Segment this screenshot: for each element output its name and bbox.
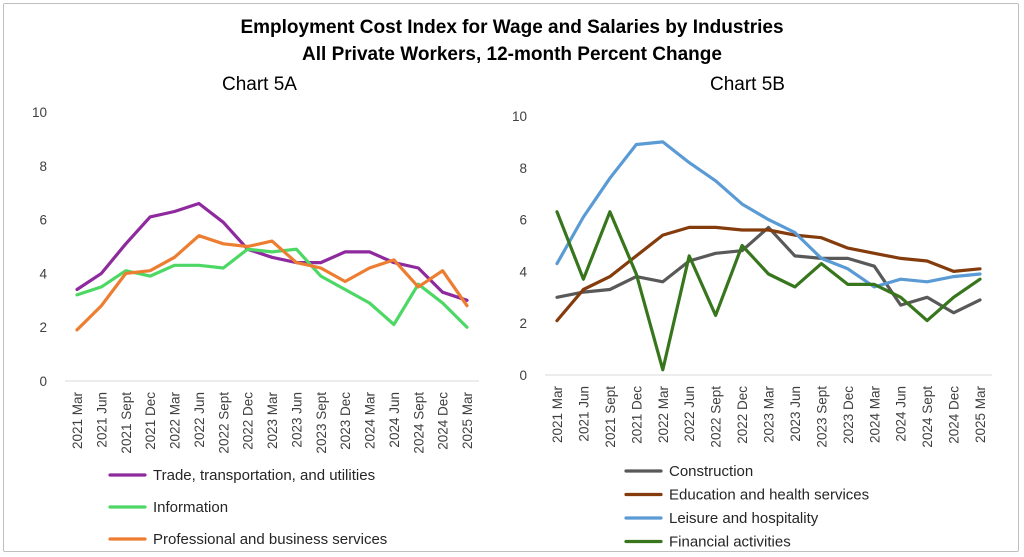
chart-5b-legend-label: Leisure and hospitality	[669, 510, 819, 527]
chart-title: Employment Cost Index for Wage and Salar…	[240, 17, 784, 38]
chart-5a-x-tick-label: 2021 Mar	[70, 392, 85, 450]
chart-5b-y-tick-label: 10	[512, 109, 527, 124]
chart-5a-y-tick-label: 0	[39, 374, 47, 389]
chart-5b-x-tick-label: 2021 Mar	[550, 386, 565, 444]
chart-5a-legend-label: Professional and business services	[153, 531, 387, 548]
chart-5b-x-tick-label: 2021 Jun	[576, 386, 591, 442]
chart-5a-x-tick-label: 2022 Jun	[192, 392, 207, 448]
chart-5b-series-line-3	[555, 140, 982, 289]
chart-5b-x-tick-label: 2021 Dec	[629, 386, 644, 444]
chart-5a-y-tick-label: 6	[39, 213, 47, 228]
chart-5b-y-tick-label: 8	[519, 161, 527, 176]
chart-5b-x-tick-label: 2024 Dec	[947, 386, 962, 444]
chart-5b-y-tick-label: 6	[519, 213, 527, 228]
chart-5b-x-tick-label: 2024 Sept	[920, 386, 935, 448]
chart-5b-x-tick-label: 2023 Jun	[788, 386, 803, 442]
chart-5a-legend-label: Trade, transportation, and utilities	[153, 467, 375, 484]
chart-5b-x-tick-label: 2021 Sept	[603, 386, 618, 448]
chart-5a-x-tick-label: 2023 Dec	[338, 392, 353, 450]
chart-5b-legend-label: Financial activities	[669, 534, 791, 551]
chart-5b-y-tick-label: 4	[519, 264, 527, 279]
chart-5b-series-line-2	[555, 225, 982, 323]
chart-5a-series-line-3	[75, 234, 469, 332]
chart-5a-x-tick-label: 2021 Dec	[143, 392, 158, 450]
chart-5b-x-tick-label: 2024 Mar	[867, 386, 882, 444]
chart-5b-x-tick-label: 2023 Sept	[814, 386, 829, 448]
chart-5a-x-tick-label: 2021 Jun	[94, 392, 109, 448]
chart-5b-x-tick-label: 2023 Mar	[762, 386, 777, 444]
chart-5a-x-tick-label: 2024 Dec	[436, 392, 451, 450]
chart-5a-y-tick-label: 8	[39, 159, 47, 174]
chart-frame	[3, 3, 1019, 552]
chart-5a-series-line-2	[75, 247, 469, 329]
chart-5a-legend-label: Information	[153, 499, 228, 516]
chart-5b-series-line-1	[555, 225, 982, 315]
chart-5a-x-tick-label: 2024 Mar	[363, 392, 378, 450]
chart-5b-x-tick-label: 2022 Sept	[709, 386, 724, 448]
chart-5a-x-tick-label: 2022 Mar	[168, 392, 183, 450]
chart-5b-y-tick-label: 2	[519, 316, 527, 331]
chart-5b-y-tick-label: 0	[519, 368, 527, 383]
chart-5a-x-tick-label: 2022 Sept	[216, 392, 231, 454]
chart-5b-legend-label: Construction	[669, 463, 753, 480]
chart-5a-x-tick-label: 2023 Jun	[289, 392, 304, 448]
chart-5b-x-tick-label: 2022 Dec	[735, 386, 750, 444]
chart-5a-x-tick-label: 2021 Sept	[119, 392, 134, 454]
chart-5b-x-tick-label: 2024 Jun	[894, 386, 909, 442]
chart-5a-x-tick-label: 2023 Sept	[314, 392, 329, 454]
chart-5a-y-tick-label: 10	[32, 105, 47, 120]
chart-5a-x-tick-label: 2024 Sept	[411, 392, 426, 454]
chart-5a-y-tick-label: 2	[39, 320, 47, 335]
chart-5a-x-tick-label: 2025 Mar	[460, 392, 475, 450]
chart-5b-x-tick-label: 2023 Dec	[841, 386, 856, 444]
chart-5b-x-tick-label: 2025 Mar	[973, 386, 988, 444]
chart-5a-title: Chart 5A	[222, 74, 297, 95]
chart-5a-x-tick-label: 2024 Jun	[387, 392, 402, 448]
chart-5b-series-line-4	[555, 210, 982, 372]
chart-5a-y-tick-label: 4	[39, 266, 47, 281]
chart-subtitle: All Private Workers, 12-month Percent Ch…	[302, 44, 722, 65]
chart-5b-x-tick-label: 2022 Mar	[656, 386, 671, 444]
chart-5b-title: Chart 5B	[710, 74, 785, 95]
chart-5a-x-tick-label: 2023 Mar	[265, 392, 280, 450]
chart-5a-x-tick-label: 2022 Dec	[241, 392, 256, 450]
chart-5b-x-tick-label: 2022 Jun	[682, 386, 697, 442]
chart-5b-legend-label: Education and health services	[669, 487, 869, 504]
chart-5a-series-line-1	[75, 201, 469, 302]
